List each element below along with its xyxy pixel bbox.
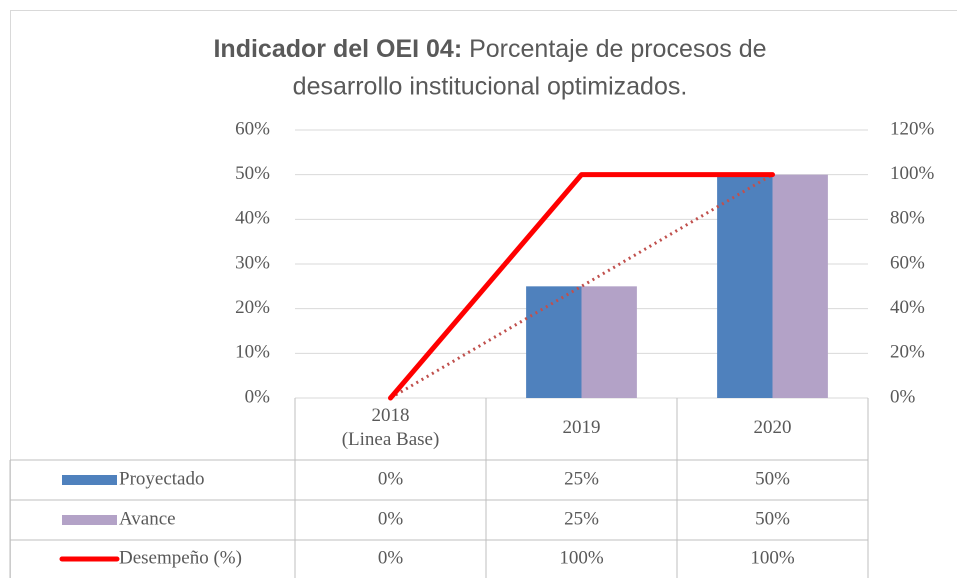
bar xyxy=(717,174,773,398)
bar xyxy=(581,286,637,398)
chart-title: Indicador del OEI 04: Porcentaje de proc… xyxy=(213,35,766,63)
table-cell: 50% xyxy=(755,468,790,489)
table-cell: 50% xyxy=(755,508,790,529)
x-tick-line: 2020 xyxy=(754,417,792,438)
y-tick-label: 0% xyxy=(245,386,271,407)
y2-tick-label: 0% xyxy=(890,386,916,407)
y2-tick-label: 60% xyxy=(890,252,925,273)
line xyxy=(388,172,775,401)
y-tick-label: 50% xyxy=(235,163,270,184)
y-tick-label: 10% xyxy=(235,342,270,363)
y2-tick-label: 120% xyxy=(890,118,935,139)
bar xyxy=(772,174,828,398)
x-tick-line: (Linea Base) xyxy=(342,429,440,450)
x-tick-line: 2019 xyxy=(563,417,601,438)
table-cell: 0% xyxy=(378,508,404,529)
title-text: Porcentaje de procesos de xyxy=(462,35,766,63)
x-tick-label: 2018 (Linea Base) xyxy=(342,405,440,450)
y-tick-label: 30% xyxy=(235,252,270,273)
y-tick-label: 20% xyxy=(235,297,270,318)
y-tick-label: 60% xyxy=(235,118,270,139)
y2-tick-label: 100% xyxy=(890,163,935,184)
table-cell: 100% xyxy=(750,547,795,568)
trendline xyxy=(389,173,774,400)
x-tick-label: 2019 xyxy=(563,417,601,438)
table-cell: 25% xyxy=(564,508,599,529)
legend-key xyxy=(62,515,117,525)
x-tick-label: 2020 xyxy=(754,417,792,438)
title-bold: Indicador del OEI 04: xyxy=(213,35,462,63)
legend-label: Desempeño (%) xyxy=(119,547,242,568)
bar xyxy=(526,286,582,398)
chart-border xyxy=(10,10,957,578)
table-cell: 0% xyxy=(378,468,404,489)
chart-title-line2: desarrollo institucional optimizados. xyxy=(293,73,688,101)
legend-label: Proyectado xyxy=(119,468,204,489)
y2-tick-label: 80% xyxy=(890,208,925,229)
table-cell: 0% xyxy=(378,547,404,568)
legend-label: Avance xyxy=(119,508,176,529)
y2-tick-label: 20% xyxy=(890,342,925,363)
table-cell: 25% xyxy=(564,468,599,489)
y-tick-label: 40% xyxy=(235,208,270,229)
table-cell: 100% xyxy=(559,547,604,568)
y2-tick-label: 40% xyxy=(890,297,925,318)
legend-key xyxy=(62,475,117,485)
x-tick-line: 2018 xyxy=(372,405,410,426)
